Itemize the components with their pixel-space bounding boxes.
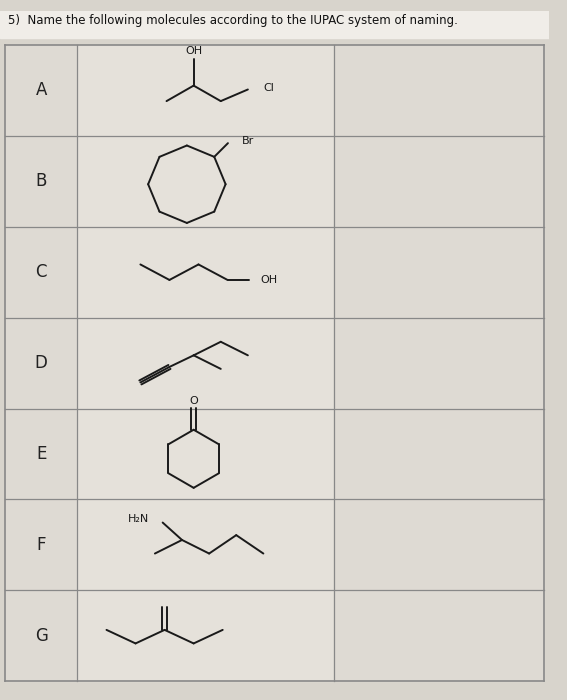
Text: A: A <box>36 81 47 99</box>
Bar <box>78 409 334 499</box>
Bar <box>78 136 334 227</box>
Text: Cl: Cl <box>263 83 274 92</box>
Bar <box>78 499 334 590</box>
Bar <box>334 227 544 318</box>
Text: D: D <box>35 354 48 372</box>
Text: F: F <box>36 536 46 554</box>
Bar <box>78 590 334 681</box>
Text: H₂N: H₂N <box>128 514 149 524</box>
Bar <box>5 136 78 227</box>
Text: O: O <box>189 395 198 406</box>
Text: Br: Br <box>242 136 254 146</box>
Bar <box>0 11 549 38</box>
Bar <box>334 590 544 681</box>
Bar <box>5 318 78 409</box>
Text: 5)  Name the following molecules according to the IUPAC system of naming.: 5) Name the following molecules accordin… <box>8 14 458 27</box>
Bar <box>5 499 78 590</box>
Bar <box>5 227 78 318</box>
Text: OH: OH <box>185 46 202 56</box>
Bar <box>5 590 78 681</box>
Bar <box>5 409 78 499</box>
Text: B: B <box>36 172 47 190</box>
Bar <box>334 45 544 136</box>
Text: G: G <box>35 626 48 645</box>
Bar <box>78 45 334 136</box>
Text: C: C <box>35 263 47 281</box>
Bar <box>334 318 544 409</box>
Bar <box>334 409 544 499</box>
Bar <box>78 318 334 409</box>
Text: OH: OH <box>260 275 278 285</box>
Bar <box>334 499 544 590</box>
Bar <box>334 136 544 227</box>
Bar <box>5 45 78 136</box>
Bar <box>78 227 334 318</box>
Text: E: E <box>36 445 46 463</box>
